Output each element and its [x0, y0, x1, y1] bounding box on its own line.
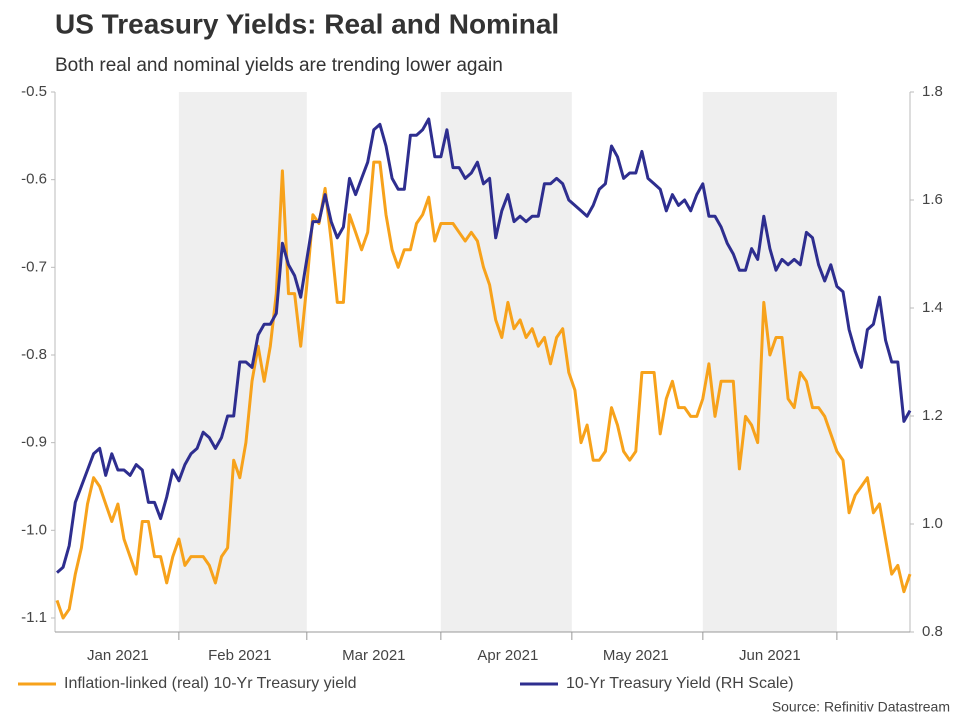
- y2-tick-label: 1.0: [922, 515, 943, 532]
- x-tick-label: Apr 2021: [477, 647, 538, 664]
- series-line: [56, 117, 912, 574]
- x-tick-label: Feb 2021: [208, 647, 271, 664]
- y-tick-label: -1.0: [21, 521, 47, 538]
- y2-tick-label: 0.8: [922, 623, 943, 640]
- series-line: [55, 160, 912, 620]
- y2-tick-label: 1.2: [922, 407, 943, 424]
- chart-title: US Treasury Yields: Real and Nominal: [55, 8, 559, 39]
- y-tick-label: -0.8: [21, 346, 47, 363]
- y-tick-label: -0.5: [21, 83, 47, 100]
- y-tick-label: -0.6: [21, 171, 47, 188]
- y2-tick-label: 1.6: [922, 191, 943, 208]
- x-tick-label: May 2021: [603, 647, 669, 664]
- foreground: Jan 2021 Feb 2021 Mar 2021 Apr 2021 May 2021…: [18, 83, 943, 692]
- legend-label: Inflation-linked (real) 10-Yr Treasury y…: [64, 675, 357, 692]
- y-tick-label: -0.7: [21, 258, 47, 275]
- x-tick-label: Jan 2021: [87, 647, 149, 664]
- y2-tick-label: 1.4: [922, 299, 943, 316]
- month-shade: [702, 92, 837, 632]
- source-note: Source: Refinitiv Datastream: [772, 699, 950, 715]
- y2-tick-label: 1.8: [922, 83, 943, 100]
- x-tick-label: Mar 2021: [342, 647, 405, 664]
- y-tick-label: -1.1: [21, 609, 47, 626]
- x-tick-label: Jun 2021: [739, 647, 801, 664]
- y-tick-label: -0.9: [21, 434, 47, 451]
- chart-subtitle: Both real and nominal yields are trendin…: [55, 55, 503, 76]
- legend-label: 10-Yr Treasury Yield (RH Scale): [566, 675, 794, 692]
